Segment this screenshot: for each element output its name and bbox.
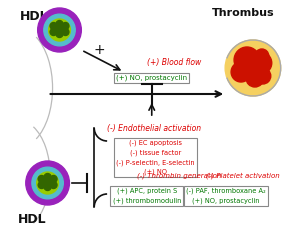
Text: (-) Endothelial activation: (-) Endothelial activation bbox=[107, 124, 201, 133]
Circle shape bbox=[247, 61, 259, 73]
Text: (+) Blood flow: (+) Blood flow bbox=[147, 58, 201, 67]
Circle shape bbox=[234, 47, 260, 73]
Circle shape bbox=[62, 22, 69, 30]
Circle shape bbox=[44, 173, 51, 181]
Circle shape bbox=[50, 22, 57, 30]
Circle shape bbox=[44, 14, 75, 46]
Circle shape bbox=[38, 176, 45, 182]
Text: (+) NO, prostacyclin: (+) NO, prostacyclin bbox=[116, 75, 187, 81]
Circle shape bbox=[50, 176, 57, 182]
Circle shape bbox=[231, 62, 251, 82]
Circle shape bbox=[250, 52, 272, 74]
Text: (+) APC, protein S
(+) thrombomodulin: (+) APC, protein S (+) thrombomodulin bbox=[112, 188, 181, 204]
Circle shape bbox=[62, 29, 69, 35]
Circle shape bbox=[37, 172, 58, 194]
Text: +: + bbox=[93, 43, 105, 57]
Text: Thrombus: Thrombus bbox=[212, 8, 274, 18]
Text: HDL: HDL bbox=[20, 10, 49, 23]
Circle shape bbox=[38, 8, 81, 52]
Text: (-) Thrombin generation: (-) Thrombin generation bbox=[137, 172, 221, 179]
Circle shape bbox=[26, 161, 69, 205]
Circle shape bbox=[246, 69, 264, 87]
Circle shape bbox=[49, 19, 70, 41]
Text: (-) PAF, thromboxane A₂
(+) NO, prostacyclin: (-) PAF, thromboxane A₂ (+) NO, prostacy… bbox=[186, 188, 266, 204]
Circle shape bbox=[38, 181, 45, 189]
Circle shape bbox=[50, 29, 57, 35]
Circle shape bbox=[50, 181, 57, 189]
Text: (-) Platelet activation: (-) Platelet activation bbox=[206, 172, 280, 179]
Circle shape bbox=[255, 49, 269, 63]
Circle shape bbox=[56, 21, 63, 28]
Text: (-) EC apoptosis
(-) tissue factor
(-) P-selectin, E-selectin
(+) NO: (-) EC apoptosis (-) tissue factor (-) P… bbox=[116, 140, 195, 175]
Circle shape bbox=[225, 40, 281, 96]
Circle shape bbox=[56, 30, 63, 38]
Circle shape bbox=[255, 68, 271, 84]
Circle shape bbox=[242, 66, 256, 80]
Circle shape bbox=[56, 25, 63, 33]
Text: HDL: HDL bbox=[18, 213, 46, 226]
Circle shape bbox=[44, 178, 51, 185]
Circle shape bbox=[44, 184, 51, 190]
Circle shape bbox=[32, 167, 63, 199]
